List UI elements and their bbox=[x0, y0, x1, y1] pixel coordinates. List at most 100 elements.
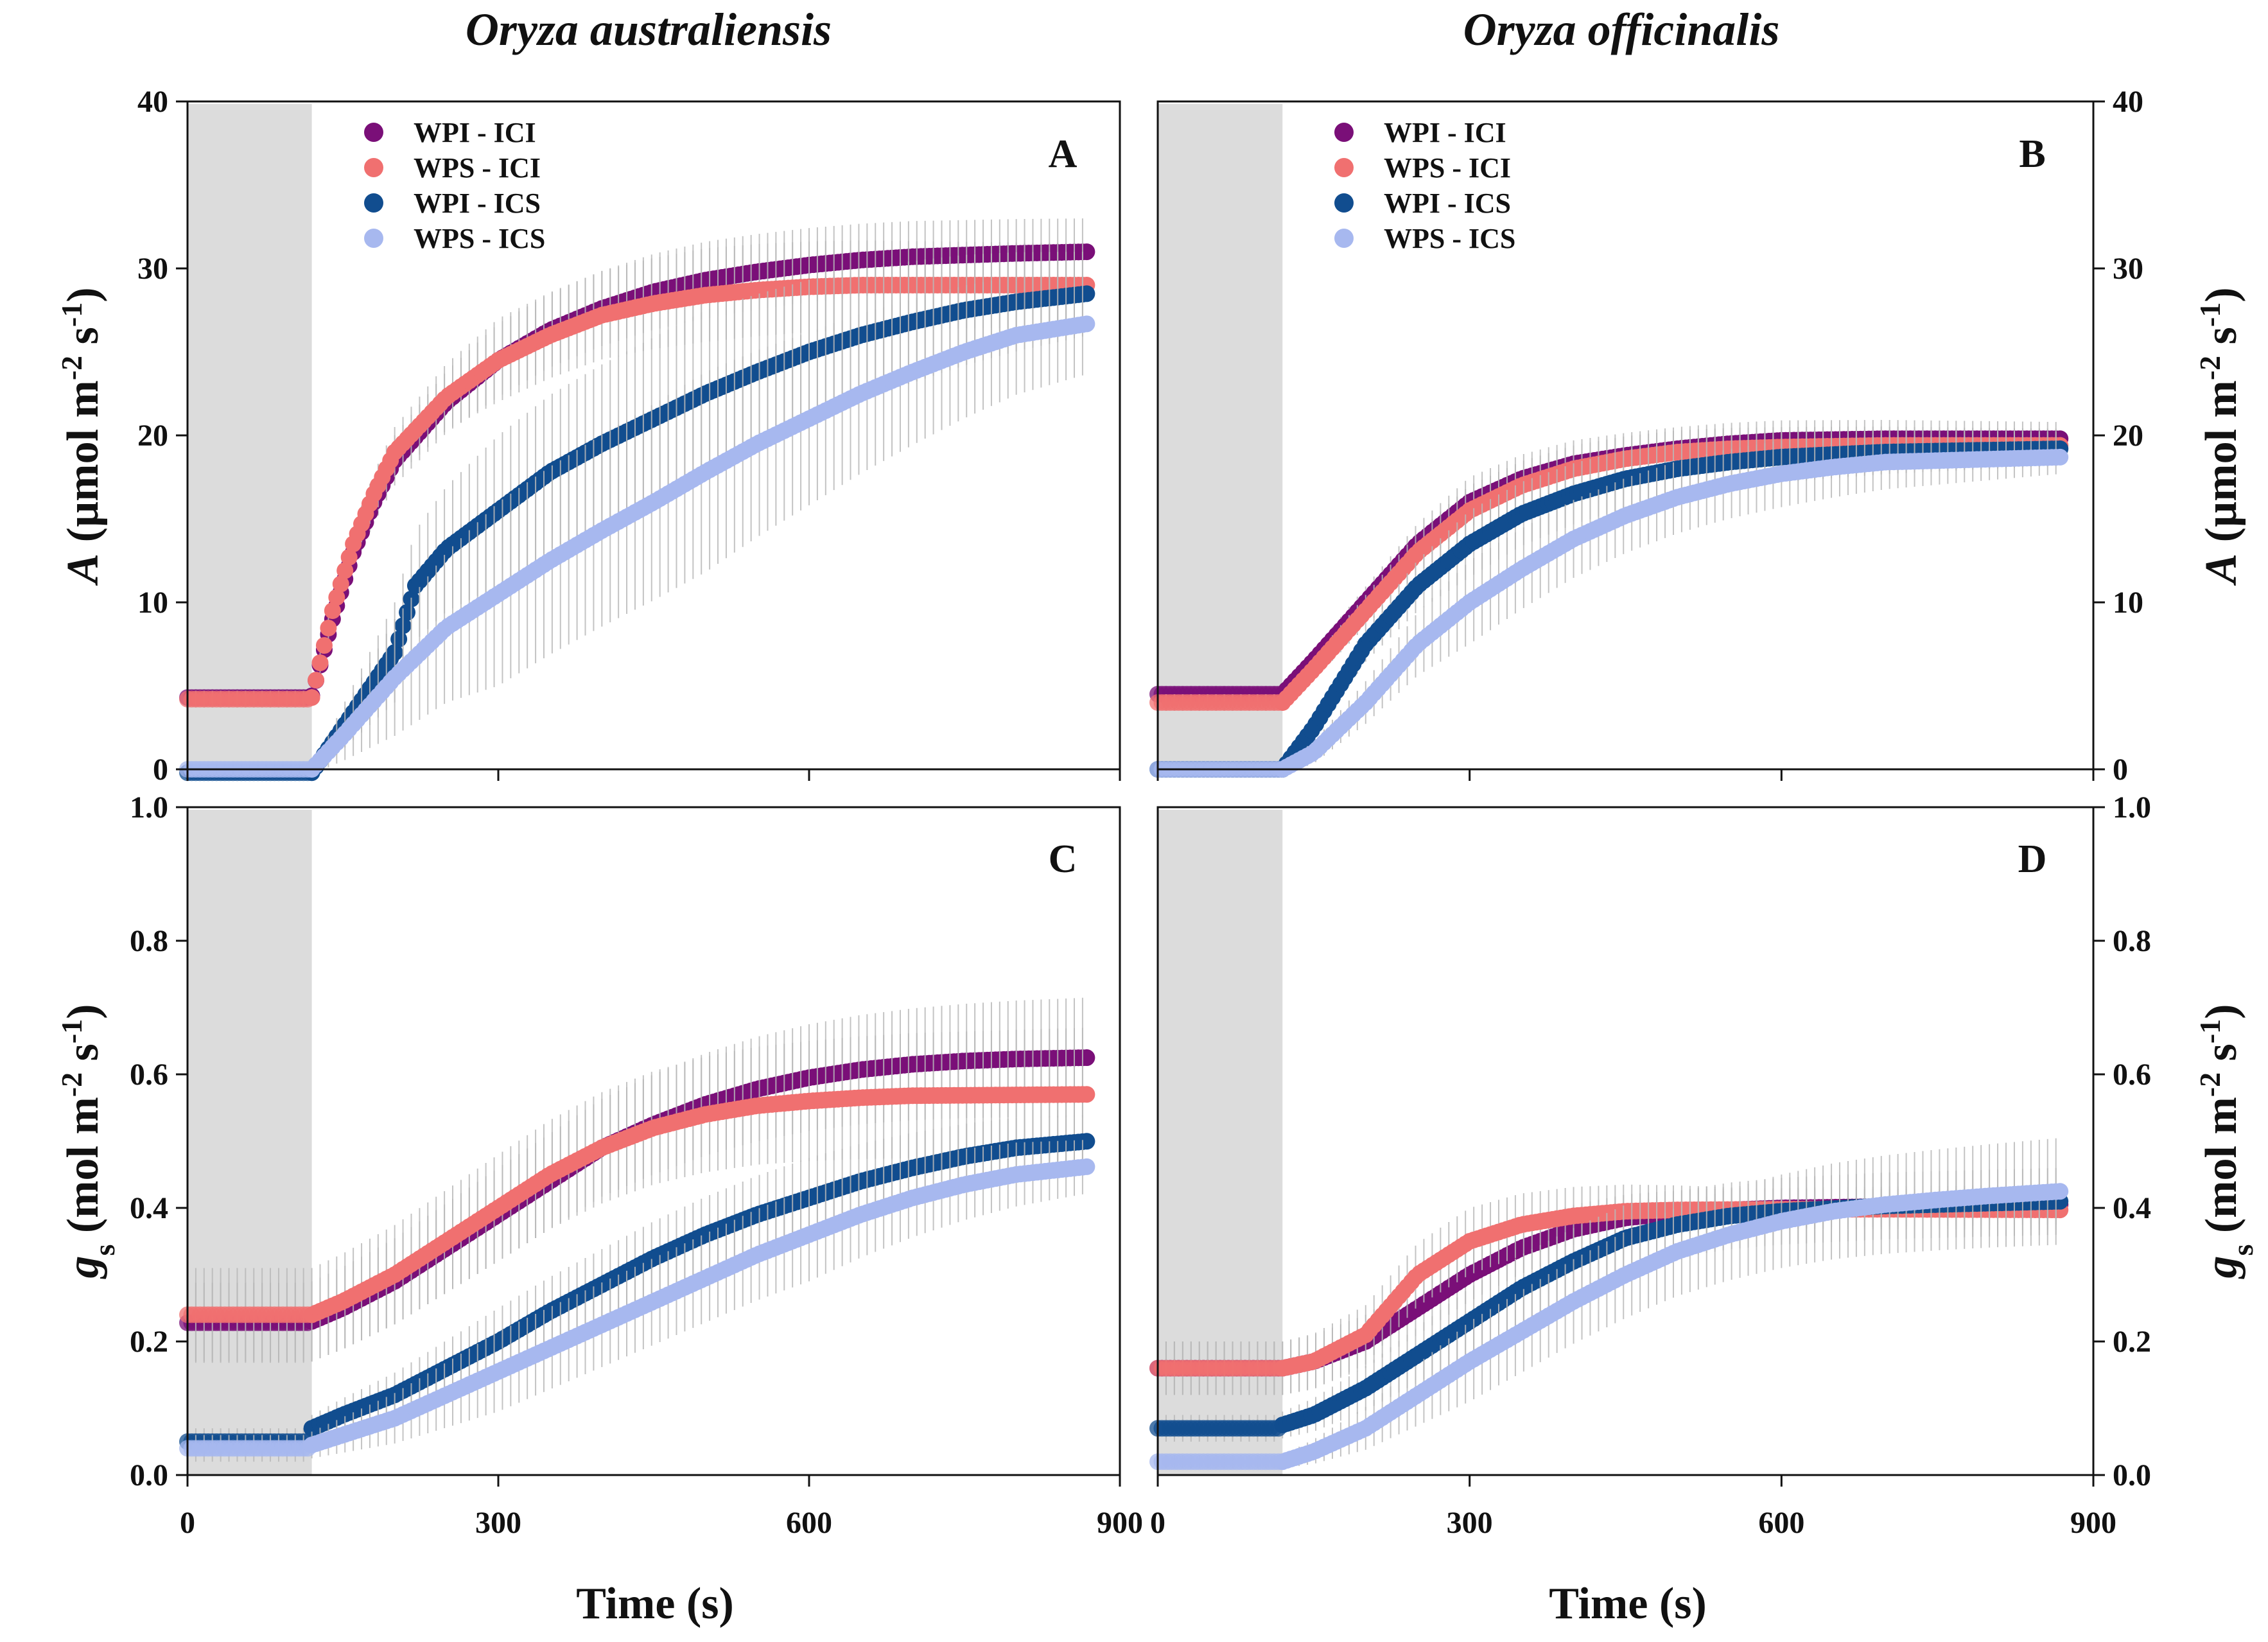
legend-entry: WPI - ICS bbox=[414, 188, 541, 219]
y-tick-label: 1.0 bbox=[130, 790, 168, 825]
panel-a: 0 10 20 30 40 A WPI - ICI WPS - ICI WPI - ICS WPS… bbox=[55, 85, 1121, 787]
data-point bbox=[308, 672, 325, 689]
y-axis-title-part: s bbox=[88, 1245, 121, 1256]
data-point bbox=[320, 620, 337, 637]
legend-marker bbox=[364, 193, 383, 213]
y-tick-label: 20 bbox=[137, 419, 168, 453]
y-tick-label: 0.2 bbox=[130, 1325, 168, 1359]
data-point bbox=[1078, 1133, 1095, 1150]
y-axis-title-part: -1 bbox=[55, 1019, 88, 1044]
data-point bbox=[340, 548, 358, 566]
y-axis-title-part: -2 bbox=[55, 1072, 88, 1097]
legend-entry: WPS - ICI bbox=[1384, 152, 1511, 184]
series-wps-ici bbox=[179, 1027, 1095, 1362]
legend-entry: WPI - ICI bbox=[1384, 117, 1506, 148]
dark-period-shade bbox=[1158, 104, 1283, 769]
y-axis-title: A (µmol m-2 s-1) bbox=[2194, 287, 2247, 586]
markers bbox=[1149, 448, 2069, 778]
data-point bbox=[336, 562, 354, 579]
legend-marker bbox=[1334, 193, 1354, 213]
legend-entry: WPS - ICS bbox=[414, 223, 545, 254]
legend-entry: WPI - ICS bbox=[1384, 188, 1511, 219]
y-tick-label: 30 bbox=[2113, 252, 2143, 286]
y-axis-title-part: ) bbox=[58, 287, 108, 302]
legend: WPI - ICI WPS - ICI WPI - ICS WPS - ICS bbox=[364, 117, 545, 254]
y-axis-title-part: g bbox=[58, 1256, 108, 1280]
y-axis-title-part: (µmol m bbox=[2197, 380, 2246, 554]
y-tick-label: 0 bbox=[2113, 753, 2128, 787]
legend-marker bbox=[364, 158, 383, 177]
data-point bbox=[1078, 1049, 1095, 1067]
y-tick-label: 10 bbox=[2113, 586, 2143, 620]
y-tick-label: 30 bbox=[137, 252, 168, 286]
y-axis-title: A (µmol m-2 s-1) bbox=[55, 287, 109, 586]
data-point bbox=[303, 689, 320, 706]
y-axis-title-part: s bbox=[58, 1044, 108, 1072]
y-tick-label: 0 bbox=[153, 753, 168, 787]
legend-entry: WPS - ICS bbox=[1384, 223, 1515, 254]
legend: WPI - ICI WPS - ICI WPI - ICS WPS - ICS bbox=[1334, 117, 1515, 254]
y-axis-title-part: ) bbox=[58, 1004, 108, 1018]
data-point bbox=[1078, 285, 1095, 302]
y-axis-title-part: s bbox=[58, 327, 108, 356]
y-tick-label: 20 bbox=[2113, 419, 2143, 453]
panel-letter: A bbox=[1049, 132, 1077, 176]
y-axis-title-part: (µmol m bbox=[58, 380, 108, 554]
y-axis-title: gs (mol m-2 s-1) bbox=[55, 1004, 121, 1279]
column-title-right: Oryza officinalis bbox=[1463, 4, 1780, 55]
y-axis-title-part: -1 bbox=[2194, 302, 2226, 327]
y-tick-label: 40 bbox=[137, 85, 168, 119]
y-tick-label: 10 bbox=[137, 586, 168, 620]
legend-entry: WPI - ICI bbox=[414, 117, 536, 148]
series-wps-ics bbox=[179, 1140, 1095, 1462]
data-point bbox=[1078, 1086, 1095, 1103]
y-axis-title-part: ) bbox=[2197, 287, 2246, 302]
dark-period-shade bbox=[188, 810, 312, 1475]
y-axis-title-part: A bbox=[58, 554, 108, 586]
y-tick-label: 0.8 bbox=[130, 924, 168, 958]
markers bbox=[1149, 440, 2069, 778]
data-point bbox=[328, 589, 345, 606]
legend-marker bbox=[364, 123, 383, 142]
plot-frame bbox=[186, 806, 1121, 1476]
dark-period-shade bbox=[188, 104, 312, 769]
markers bbox=[179, 1158, 1095, 1457]
data-point bbox=[1078, 1158, 1095, 1175]
data-point bbox=[332, 575, 349, 593]
column-title-left: Oryza australiensis bbox=[466, 4, 832, 55]
y-tick-label: 40 bbox=[2113, 85, 2143, 119]
y-axis-title-part: s bbox=[2197, 327, 2246, 356]
x-tick-label: 300 bbox=[475, 1506, 521, 1540]
y-axis-title-part: -1 bbox=[55, 302, 88, 327]
x-tick-label: 900 bbox=[1097, 1506, 1143, 1540]
x-tick-label: 0 bbox=[180, 1506, 195, 1540]
y-tick-label: 0.6 bbox=[130, 1058, 168, 1092]
legend-marker bbox=[1334, 229, 1354, 248]
error-bars bbox=[1157, 435, 2057, 774]
y-axis-title-part: (mol m bbox=[58, 1097, 108, 1244]
data-point bbox=[324, 602, 341, 619]
data-point bbox=[1078, 243, 1095, 261]
y-tick-label: 0.0 bbox=[130, 1458, 168, 1492]
y-axis-title-part: -2 bbox=[55, 356, 88, 380]
markers bbox=[179, 315, 1095, 778]
series-wps-ics bbox=[179, 274, 1095, 778]
y-tick-label: 0.4 bbox=[130, 1191, 168, 1225]
y-axis-title-part: A bbox=[2197, 554, 2246, 586]
legend-marker bbox=[1334, 123, 1354, 142]
panel-b: 0 10 20 30 40 B WPI - ICI WPS - ICI WPI - ICS WPS… bbox=[1149, 85, 2246, 787]
panel-letter: C bbox=[1049, 837, 1077, 881]
y-axis-title-part: -2 bbox=[2194, 356, 2226, 380]
legend-marker bbox=[364, 229, 383, 248]
data-point bbox=[2052, 448, 2069, 466]
legend-entry: WPS - ICI bbox=[414, 152, 541, 184]
x-tick-label: 600 bbox=[786, 1506, 832, 1540]
data-point bbox=[1078, 315, 1095, 333]
data-point bbox=[311, 654, 329, 672]
legend-marker bbox=[1334, 158, 1354, 177]
panel-letter: B bbox=[2019, 132, 2045, 176]
data-point bbox=[315, 637, 333, 654]
